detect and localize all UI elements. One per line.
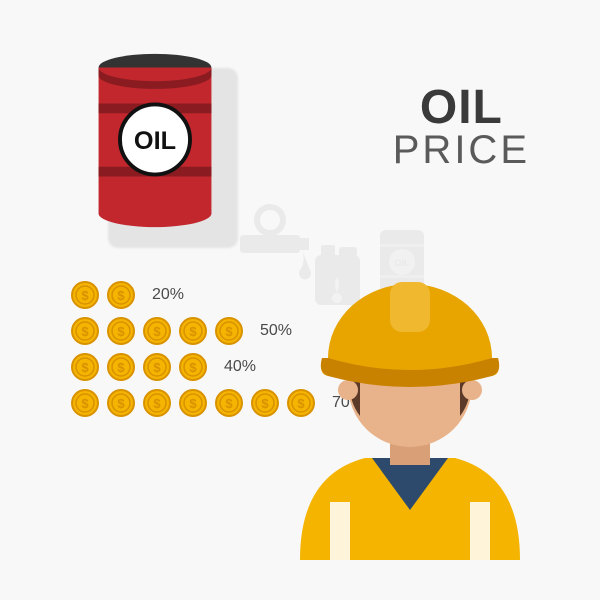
coin-icon: $ [178,316,208,346]
coin-icon: $ [70,388,100,418]
coin-icon: $ [214,316,244,346]
main-title: OIL PRICE [393,85,530,169]
svg-text:$: $ [225,324,233,339]
svg-text:$: $ [225,396,233,411]
coin-icon: $ [70,316,100,346]
svg-text:$: $ [81,324,89,339]
coin-icon: $ [106,388,136,418]
coin-icon: $ [250,388,280,418]
coin-icon: $ [142,352,172,382]
infographic-canvas: OIL PRICE [0,0,600,600]
coin-icon: $ [142,388,172,418]
svg-text:$: $ [189,360,197,375]
coin-icon: $ [106,316,136,346]
svg-text:$: $ [81,396,89,411]
svg-text:$: $ [117,396,125,411]
coin-icon: $ [106,352,136,382]
svg-text:$: $ [189,324,197,339]
svg-text:$: $ [189,396,197,411]
coin-icon: $ [142,316,172,346]
coin-icon: $ [214,388,244,418]
vest-stripe-icon [330,502,350,560]
coin-icon: $ [70,280,100,310]
coin-icon: $ [178,352,208,382]
barrel-label: OIL [134,127,176,155]
svg-text:$: $ [153,396,161,411]
svg-text:$: $ [153,324,161,339]
svg-text:$: $ [153,360,161,375]
coin-icon: $ [178,388,208,418]
title-line-1: OIL [393,85,530,131]
vest-stripe-icon [470,502,490,560]
worker-illustration [280,250,540,560]
chart-label-0: 20% [152,286,184,304]
svg-text:$: $ [81,360,89,375]
hardhat-icon [321,282,499,387]
title-line-2: PRICE [393,131,530,169]
svg-text:$: $ [261,396,269,411]
chart-label-2: 40% [224,358,256,376]
svg-text:$: $ [117,360,125,375]
coin-icon: $ [106,280,136,310]
oil-barrel: OIL [90,50,220,235]
svg-text:$: $ [81,288,89,303]
svg-text:$: $ [117,288,125,303]
coin-icon: $ [70,352,100,382]
svg-text:$: $ [117,324,125,339]
